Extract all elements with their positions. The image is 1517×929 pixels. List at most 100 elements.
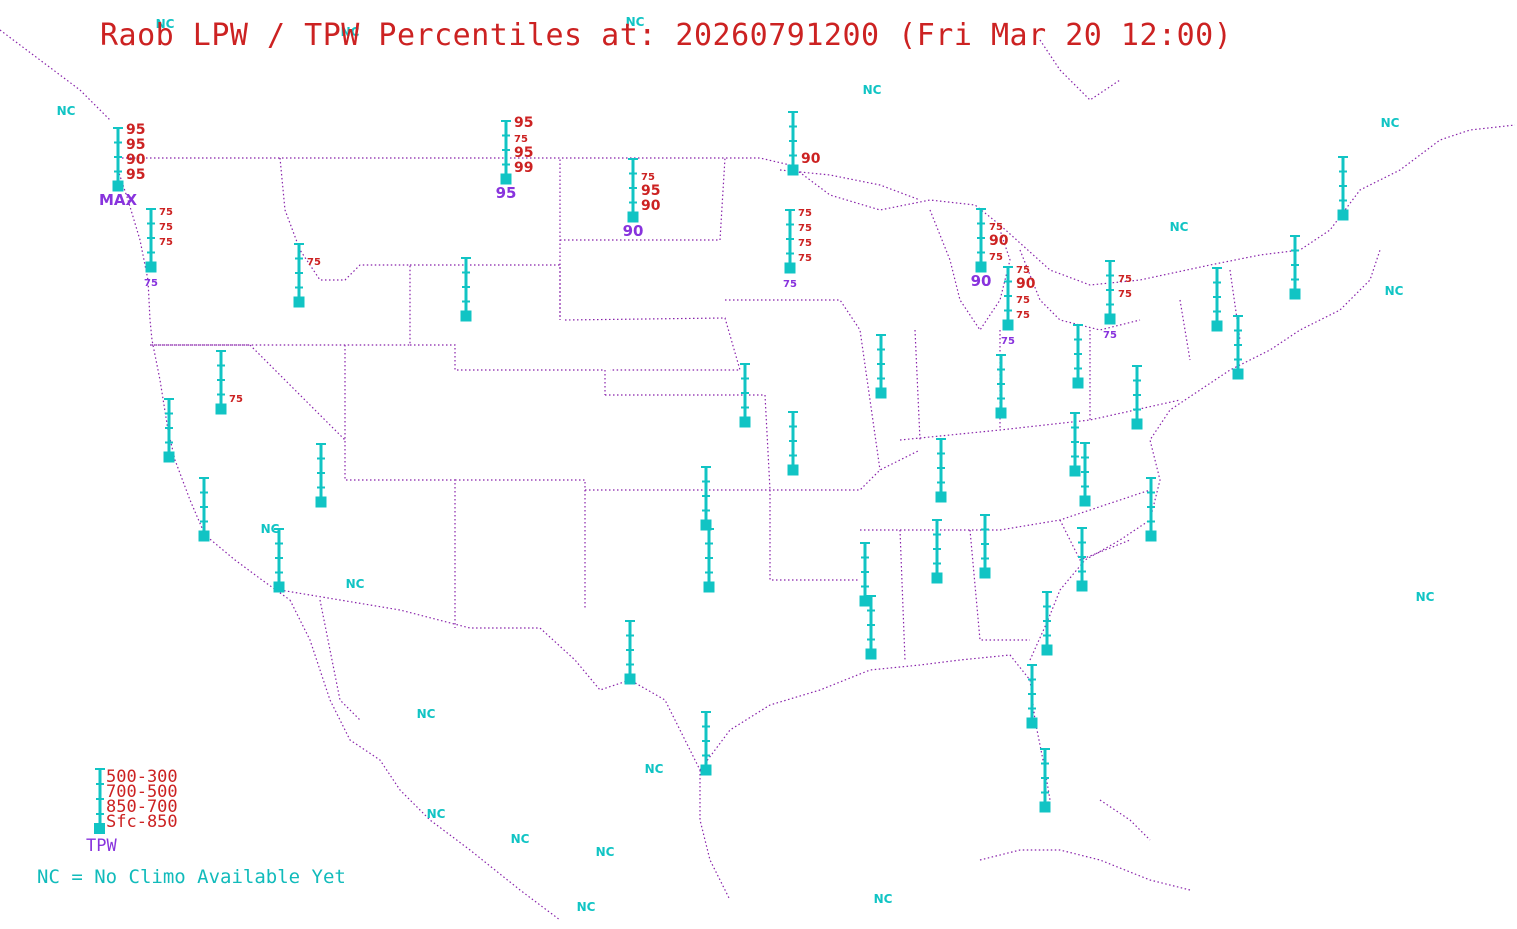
nc-label: NC <box>863 83 882 97</box>
layer-percentile-label: 75 <box>798 253 812 264</box>
station-square <box>624 673 636 685</box>
station-square <box>112 180 124 192</box>
station-marker <box>1069 412 1081 477</box>
station-marker <box>979 514 991 579</box>
layer-percentile-label: 95 <box>126 167 145 183</box>
tpw-percentile-label: 75 <box>1001 336 1015 347</box>
layer-percentile-label: 75 <box>798 238 812 249</box>
station-square <box>931 572 943 584</box>
tpw-percentile-label: 90 <box>623 222 644 240</box>
station-square <box>787 164 799 176</box>
station-square <box>1026 717 1038 729</box>
station-square <box>700 764 712 776</box>
station-square <box>859 595 871 607</box>
station-marker <box>787 411 799 476</box>
station-square <box>739 416 751 428</box>
legend-nc-note: NC = No Climo Available Yet <box>37 866 346 888</box>
layer-percentile-label: 75 <box>1016 295 1030 306</box>
nc-label: NC <box>427 807 446 821</box>
station-marker <box>1072 324 1084 389</box>
nc-label: NC <box>577 900 596 914</box>
station-square <box>1104 313 1116 325</box>
station-square <box>1145 530 1157 542</box>
station-square <box>1076 580 1088 592</box>
station-square <box>1072 377 1084 389</box>
layer-percentile-label: 75 <box>989 252 1003 263</box>
station-square <box>145 261 157 273</box>
station-square <box>1131 418 1143 430</box>
station-marker <box>700 711 712 776</box>
legend-layer-sfc-850: Sfc-850 <box>106 812 178 832</box>
station-square <box>1289 288 1301 300</box>
layer-percentile-label: 75 <box>798 223 812 234</box>
station-marker <box>163 398 175 463</box>
station-marker <box>1211 267 1223 332</box>
layer-percentile-label: 75 <box>159 207 173 218</box>
station-square <box>703 581 715 593</box>
station-square <box>1069 465 1081 477</box>
station-marker <box>1041 591 1053 656</box>
layer-percentile-label: 90 <box>126 152 146 168</box>
tpw-percentile-label: 75 <box>1103 330 1117 341</box>
station-marker <box>931 519 943 584</box>
station-square <box>1232 368 1244 380</box>
station-marker: 75 75 75 75 <box>144 207 173 289</box>
legend-tpw-label: TPW <box>86 836 117 856</box>
nc-label: NC <box>1381 116 1400 130</box>
nc-label: NC <box>1385 284 1404 298</box>
station-marker <box>1039 748 1051 813</box>
layer-percentile-label: 90 <box>801 151 821 167</box>
layer-percentile-label: 95 <box>514 115 533 131</box>
layer-percentile-label: 75 <box>159 237 173 248</box>
station-square <box>1337 209 1349 221</box>
layer-percentile-label: 75 <box>229 394 243 405</box>
layer-percentile-label: 75 <box>641 172 655 183</box>
nc-label: NC <box>156 17 175 31</box>
station-marker: 75 75 75 <box>1103 260 1132 341</box>
tpw-percentile-label: 75 <box>783 279 797 290</box>
tpw-percentile-label: 75 <box>144 278 158 289</box>
station-marker <box>1079 442 1091 507</box>
station-square <box>700 519 712 531</box>
station-marker <box>215 350 227 415</box>
station-square <box>865 648 877 660</box>
station-marker <box>865 595 877 660</box>
station-square <box>500 173 512 185</box>
state-boundaries <box>117 124 1516 811</box>
station-marker <box>700 466 712 531</box>
layer-percentile-label: 90 <box>1016 276 1036 292</box>
nc-label: NC <box>596 845 615 859</box>
station-square <box>273 581 285 593</box>
station-marker <box>273 528 285 593</box>
nc-label: NC <box>645 762 664 776</box>
station-square <box>1079 495 1091 507</box>
station-marker <box>1232 315 1244 380</box>
station-marker <box>1289 235 1301 300</box>
station-markers: 95959095MAX75757575759575959995759590909… <box>99 111 1349 813</box>
nc-label: NC <box>57 104 76 118</box>
layer-percentile-label: 75 <box>1016 310 1030 321</box>
layer-percentile-label: 75 <box>798 208 812 219</box>
station-square <box>198 530 210 542</box>
station-marker: 75 75 75 75 75 <box>783 208 812 290</box>
station-marker <box>739 363 751 428</box>
station-square <box>215 403 227 415</box>
no-climo-markers: NC NC NC NC NC NC NC NC NC NC NC NC NC NC NC NC NC NC <box>57 15 1435 914</box>
station-square <box>784 262 796 274</box>
layer-percentile-label: 90 <box>641 198 661 214</box>
tpw-percentile-label: 90 <box>971 272 992 290</box>
nc-label: NC <box>511 832 530 846</box>
page-title: Raob LPW / TPW Percentiles at: 202607912… <box>100 18 1233 53</box>
station-marker: 90 <box>787 111 821 176</box>
legend-layer-500-300: 500-300 <box>106 767 178 787</box>
station-marker <box>1337 156 1349 221</box>
station-marker <box>460 257 472 322</box>
nc-label: NC <box>626 15 645 29</box>
station-marker <box>1145 477 1157 542</box>
tpw-percentile-label: MAX <box>99 191 138 209</box>
